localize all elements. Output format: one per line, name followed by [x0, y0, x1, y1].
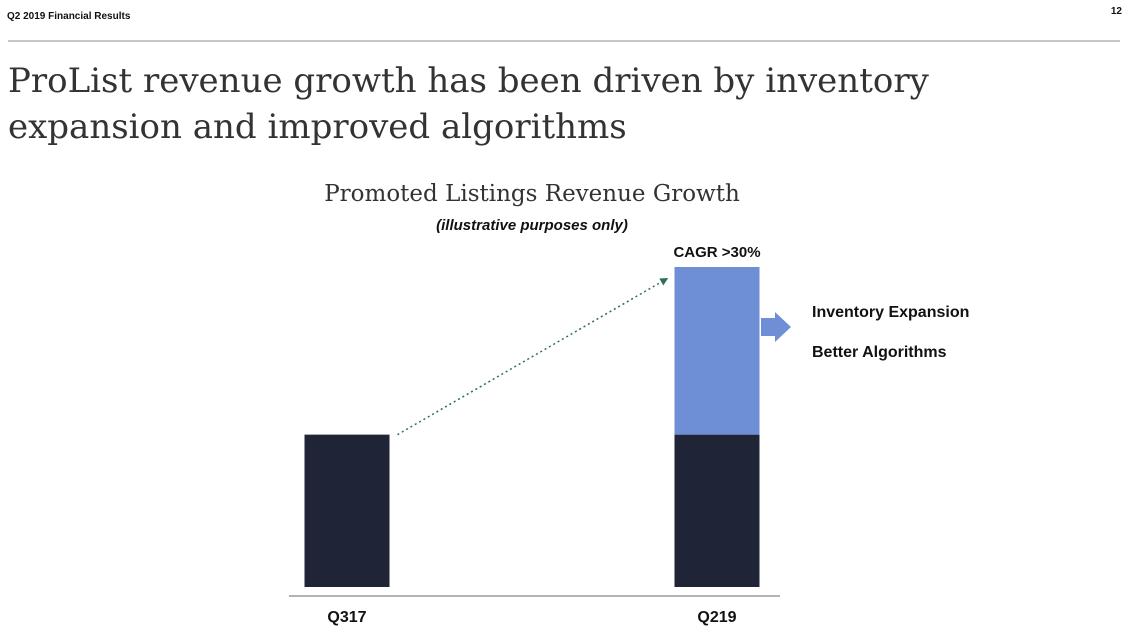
growth-driver-label: Inventory Expansion [812, 304, 969, 321]
bar-q219-segment-2 [674, 267, 760, 435]
report-section-label: Q2 2019 Financial Results [7, 11, 131, 22]
x-tick-label: Q219 [697, 609, 736, 626]
labels-layer: Q317 Q219 CAGR >30% Inventory Expansion Bett… [327, 244, 969, 626]
slide-title: ProList revenue growth has been driven b… [8, 61, 929, 147]
chart-title: Promoted Listings Revenue Growth [324, 181, 740, 207]
growth-drivers-arrow-icon [761, 312, 791, 342]
bar-q317-segment-1 [304, 434, 390, 587]
x-tick-label: Q317 [327, 609, 366, 626]
header-divider [8, 40, 1120, 42]
growth-trend-line [397, 277, 669, 436]
bars-layer [304, 267, 760, 587]
bar-q219-segment-1 [674, 434, 760, 587]
growth-driver-label: Better Algorithms [812, 344, 947, 361]
chart-subtitle: (illustrative purposes only) [436, 217, 628, 234]
page-number: 12 [1110, 6, 1122, 17]
cagr-annotation: CAGR >30% [673, 244, 760, 261]
